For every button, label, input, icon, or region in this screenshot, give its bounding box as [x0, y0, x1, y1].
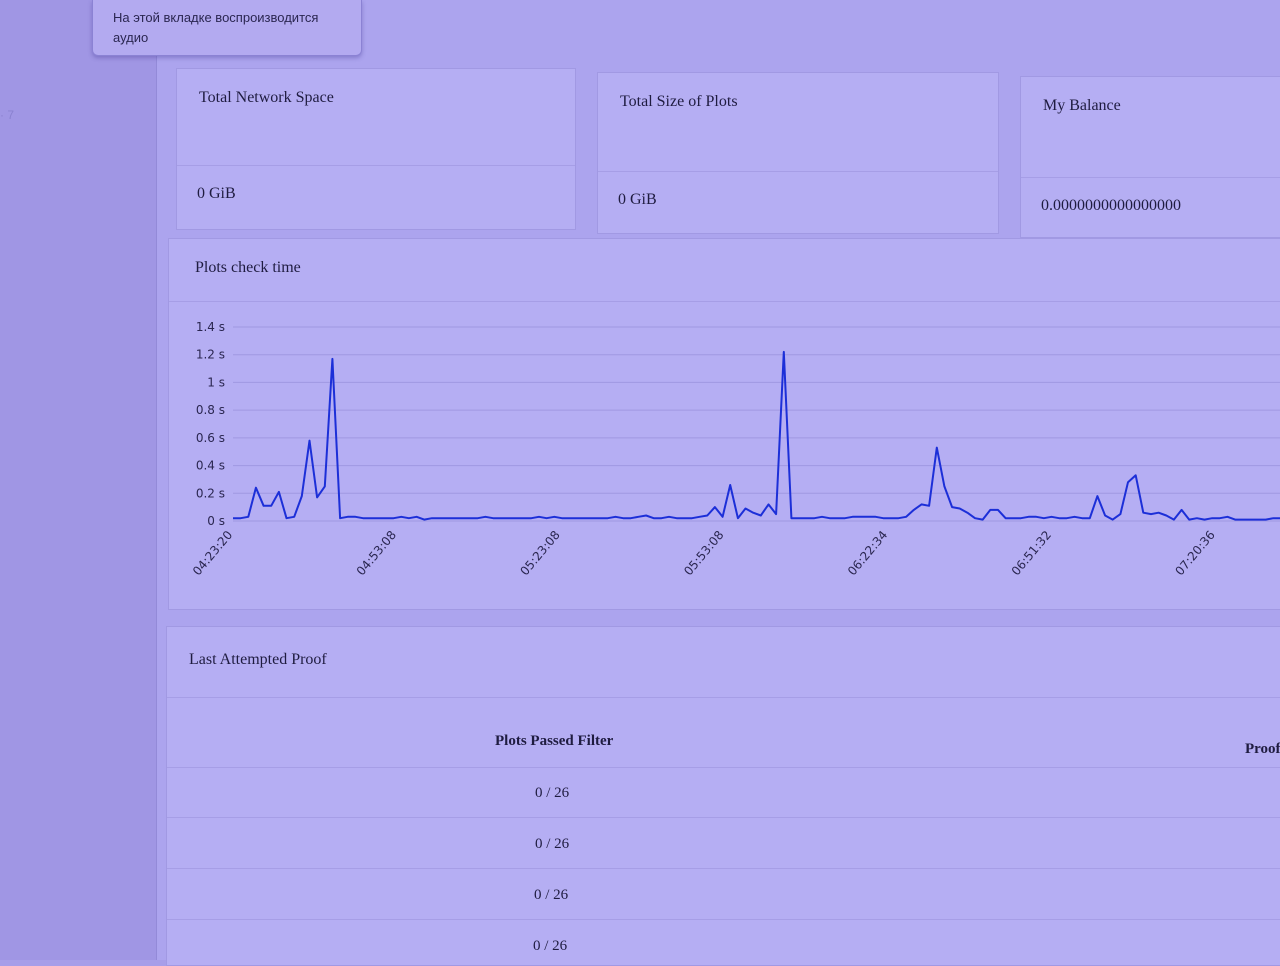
y-tick-label: 0.8 s [196, 403, 225, 417]
network-space-card: Total Network Space 0 GiB [176, 68, 576, 230]
table-row-cell: 0 / 26 [535, 836, 570, 852]
column-header-plots-passed: Plots Passed Filter [495, 733, 614, 749]
x-tick-label: 07:20:36 [1172, 528, 1217, 578]
x-tick-label: 05:53:08 [681, 528, 726, 578]
x-tick-label: 06:51:32 [1009, 528, 1054, 578]
table-row-divider [167, 817, 1280, 818]
y-tick-label: 1.2 s [196, 348, 225, 362]
y-tick-label: 0 s [207, 514, 225, 528]
y-tick-label: 1 s [207, 375, 225, 389]
balance-card: My Balance 0.0000000000000000 [1020, 76, 1280, 238]
plots-size-card: Total Size of Plots 0 GiB [597, 72, 999, 234]
plots-check-time-chart: 0 s 0.2 s 0.4 s 0.6 s 0.8 s 1 s 1.2 s 1.4 s 04:2… [190, 320, 1280, 578]
network-space-value: 0 GiB [197, 185, 236, 202]
x-tick-label: 04:23:20 [190, 528, 235, 578]
column-header-proof: Proof [1245, 741, 1280, 757]
y-tick-label: 1.4 s [196, 320, 225, 334]
card-divider [1021, 177, 1280, 178]
table-row-divider [167, 868, 1280, 869]
proof-title: Last Attempted Proof [189, 651, 327, 668]
plots-check-time-card: Plots check time 0 s 0.2 s 0.4 s 0.6 s 0.8 s… [168, 238, 1280, 610]
chart-title: Plots check time [195, 259, 301, 276]
series-line [233, 350, 1280, 521]
y-tick-label: 0.2 s [196, 486, 225, 500]
plots-size-value: 0 GiB [618, 191, 657, 208]
plots-size-label: Total Size of Plots [620, 93, 738, 110]
table-row-cell: 0 / 26 [533, 938, 568, 954]
x-tick-label: 05:23:08 [517, 528, 562, 578]
x-tick-label: 06:22:34 [845, 528, 890, 578]
balance-label: My Balance [1043, 97, 1121, 114]
audio-playing-tooltip: На этой вкладке воспроизводится аудио [92, 0, 362, 56]
tooltip-line-1: На этой вкладке воспроизводится [113, 10, 319, 25]
network-space-label: Total Network Space [199, 89, 334, 106]
card-divider [177, 165, 575, 166]
tooltip-line-2: аудио [113, 30, 149, 45]
last-attempted-proof-card: Last Attempted Proof Plots Passed Filter… [166, 626, 1280, 966]
sidebar: · 7 [0, 0, 157, 960]
card-divider [169, 301, 1280, 302]
table-row-divider [167, 919, 1280, 920]
balance-value: 0.0000000000000000 [1041, 197, 1181, 214]
sidebar-edge-glyph: · 7 [0, 108, 15, 122]
y-tick-label: 0.4 s [196, 459, 225, 473]
table-row-cell: 0 / 26 [535, 785, 570, 801]
y-tick-label: 0.6 s [196, 431, 225, 445]
table-row-cell: 0 / 26 [534, 887, 569, 903]
card-divider [167, 697, 1280, 698]
card-divider [598, 171, 998, 172]
table-header-divider [167, 767, 1280, 768]
x-tick-label: 04:53:08 [354, 528, 399, 578]
